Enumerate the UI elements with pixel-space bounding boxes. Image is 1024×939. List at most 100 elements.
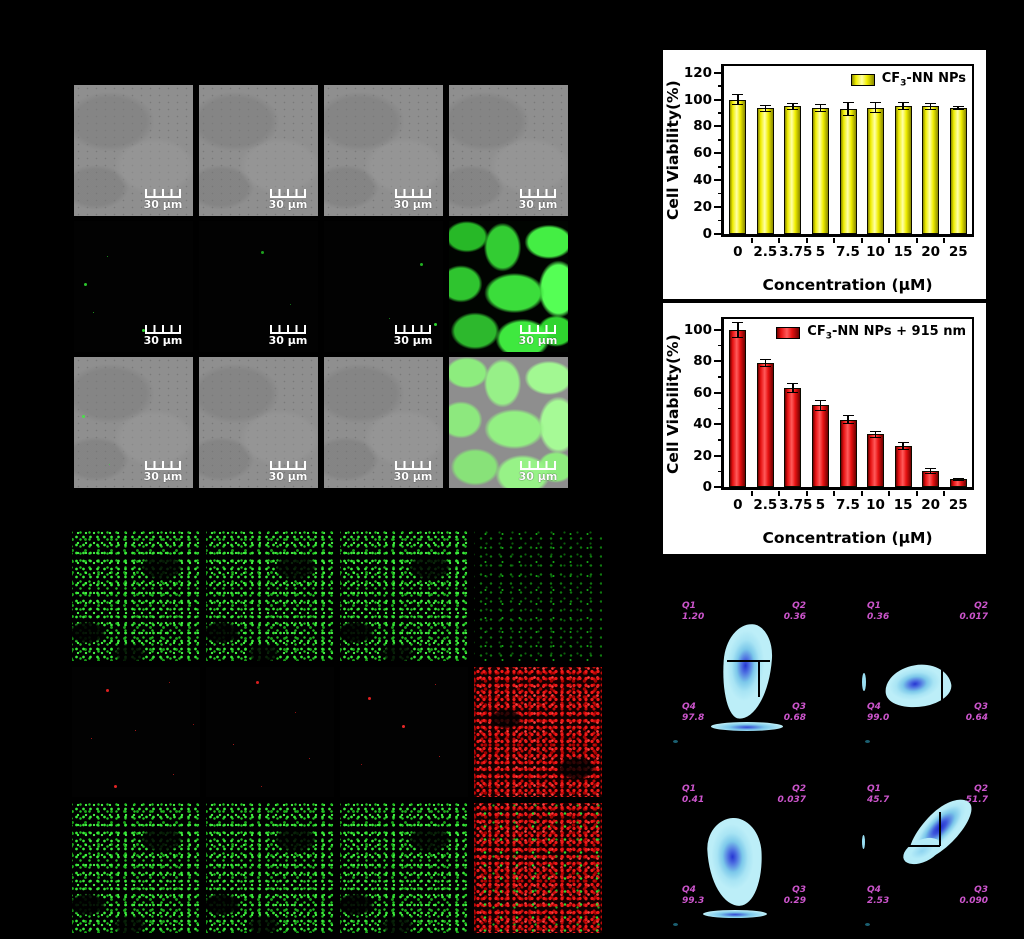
scale-ruler-icon	[145, 325, 181, 334]
brightfield-image: 30 μm	[74, 85, 193, 216]
quadrant-label-q4: Q4 99.3	[682, 885, 705, 906]
scale-label: 30 μm	[143, 334, 183, 347]
scale-bar: 30 μm	[390, 325, 436, 347]
scale-bar: 30 μm	[515, 461, 561, 483]
legend-swatch	[850, 73, 875, 86]
legend-label: CF3-NN NPs	[881, 71, 966, 89]
bar	[922, 106, 940, 234]
legend-label: CF3-NN NPs + 915 nm	[807, 324, 966, 342]
scale-label: 30 μm	[393, 334, 433, 347]
bar	[894, 106, 912, 234]
legend: CF3-NN NPs + 915 nm	[776, 324, 966, 342]
bar	[729, 99, 747, 234]
bar	[839, 419, 857, 487]
error-bar	[925, 102, 937, 110]
scale-bar: 30 μm	[140, 189, 186, 211]
x-axis-label: Concentration (μM)	[762, 276, 933, 294]
flow-cytometry-plot-3: Q1 0.41 Q2 0.037 Q4 99.3 Q3 0.29	[668, 775, 810, 930]
bar	[784, 106, 802, 234]
bar	[784, 388, 802, 487]
scale-bar: 30 μm	[265, 189, 311, 211]
bar	[729, 330, 747, 487]
scale-label: 30 μm	[268, 470, 308, 483]
brightfield-image: 30 μm	[324, 85, 443, 216]
gate-line-vertical	[939, 812, 941, 846]
fluorescence-image-bright: 30 μm	[449, 221, 568, 352]
debris-dot	[865, 740, 870, 743]
live-dead-merge-image	[206, 803, 334, 933]
quadrant-label-q3: Q3 0.29	[783, 885, 806, 906]
uptake-microscopy-grid: 30 μm 30 μm 30 μm 30 μm 30 μm 30 μm 30 μ…	[74, 85, 568, 488]
legend-swatch	[776, 326, 801, 339]
scale-bar: 30 μm	[265, 461, 311, 483]
live-stain-image-dim	[474, 531, 602, 661]
live-dead-merge-image	[340, 803, 468, 933]
merged-image: 30 μm	[74, 357, 193, 488]
brightfield-image: 30 μm	[199, 85, 318, 216]
flow-cytometry-plot-1: Q1 1.20 Q2 0.36 Q4 97.8 Q3 0.68	[668, 592, 810, 747]
plot-area: CF3-NN NPs + 915 nm 0 20 40 60 80 100 0 2.5 3.75…	[684, 317, 974, 513]
density-sliver	[862, 673, 866, 691]
scale-ruler-icon	[270, 461, 306, 470]
quadrant-label-q2: Q2 0.017	[959, 601, 988, 622]
dead-stain-image-dense	[474, 667, 602, 797]
scale-label: 30 μm	[393, 198, 433, 211]
quadrant-label-q1: Q1 45.7	[867, 784, 890, 805]
flow-cytometry-plot-4: Q1 45.7 Q2 51.7 Q4 2.53 Q3 0.090	[860, 775, 992, 930]
scale-label: 30 μm	[268, 198, 308, 211]
bar	[894, 446, 912, 487]
live-dead-merge-image	[72, 803, 200, 933]
scale-label: 30 μm	[518, 334, 558, 347]
scale-label: 30 μm	[143, 198, 183, 211]
scale-bar: 30 μm	[140, 461, 186, 483]
scale-ruler-icon	[145, 461, 181, 470]
error-bar	[870, 102, 882, 114]
gate-line-horizontal	[908, 845, 940, 847]
viability-chart-dark: Cell Viability(%) CF3-NN NPs 0 20 40 60 80 10…	[663, 50, 986, 299]
dead-stain-image	[340, 667, 468, 797]
scale-ruler-icon	[520, 325, 556, 334]
gate-line-horizontal	[727, 660, 770, 662]
quadrant-label-q3: Q3 0.090	[959, 885, 988, 906]
scale-bar: 30 μm	[265, 325, 311, 347]
merged-image: 30 μm	[199, 357, 318, 488]
dead-stain-image	[206, 667, 334, 797]
quadrant-label-q3: Q3 0.64	[965, 702, 988, 723]
error-bar	[732, 322, 744, 338]
error-bar	[759, 359, 771, 367]
x-axis-label: Concentration (μM)	[762, 529, 933, 547]
dead-stain-image	[72, 667, 200, 797]
error-bar	[814, 104, 826, 113]
error-bar	[870, 431, 882, 438]
live-stain-image	[72, 531, 200, 661]
bar	[756, 108, 774, 234]
fluorescence-image: 30 μm	[324, 221, 443, 352]
error-bar	[952, 106, 964, 111]
error-bar	[842, 102, 854, 116]
scale-ruler-icon	[270, 325, 306, 334]
scale-label: 30 μm	[518, 198, 558, 211]
scale-label: 30 μm	[393, 470, 433, 483]
plot-area: CF3-NN NPs 0 20 40 60 80 100 120 0 2.5 3.75 5 7.5 10…	[684, 64, 974, 260]
debris-dot	[865, 923, 870, 926]
live-stain-image	[206, 531, 334, 661]
density-debris-band	[711, 722, 783, 731]
quadrant-label-q2: Q2 0.36	[783, 601, 806, 622]
fluorescence-image: 30 μm	[199, 221, 318, 352]
gate-line-vertical	[941, 670, 943, 702]
scale-bar: 30 μm	[390, 461, 436, 483]
error-bar	[787, 383, 799, 393]
gate-line-vertical	[758, 660, 760, 697]
quadrant-label-q1: Q1 0.41	[682, 784, 705, 805]
error-bar	[897, 442, 909, 451]
live-stain-image	[340, 531, 468, 661]
error-bar	[759, 104, 771, 112]
quadrant-label-q4: Q4 97.8	[682, 702, 705, 723]
scale-ruler-icon	[520, 189, 556, 198]
error-bar	[814, 399, 826, 411]
quadrant-label-q1: Q1 1.20	[682, 601, 705, 622]
live-dead-staining-grid	[72, 531, 602, 933]
scale-bar: 30 μm	[515, 189, 561, 211]
